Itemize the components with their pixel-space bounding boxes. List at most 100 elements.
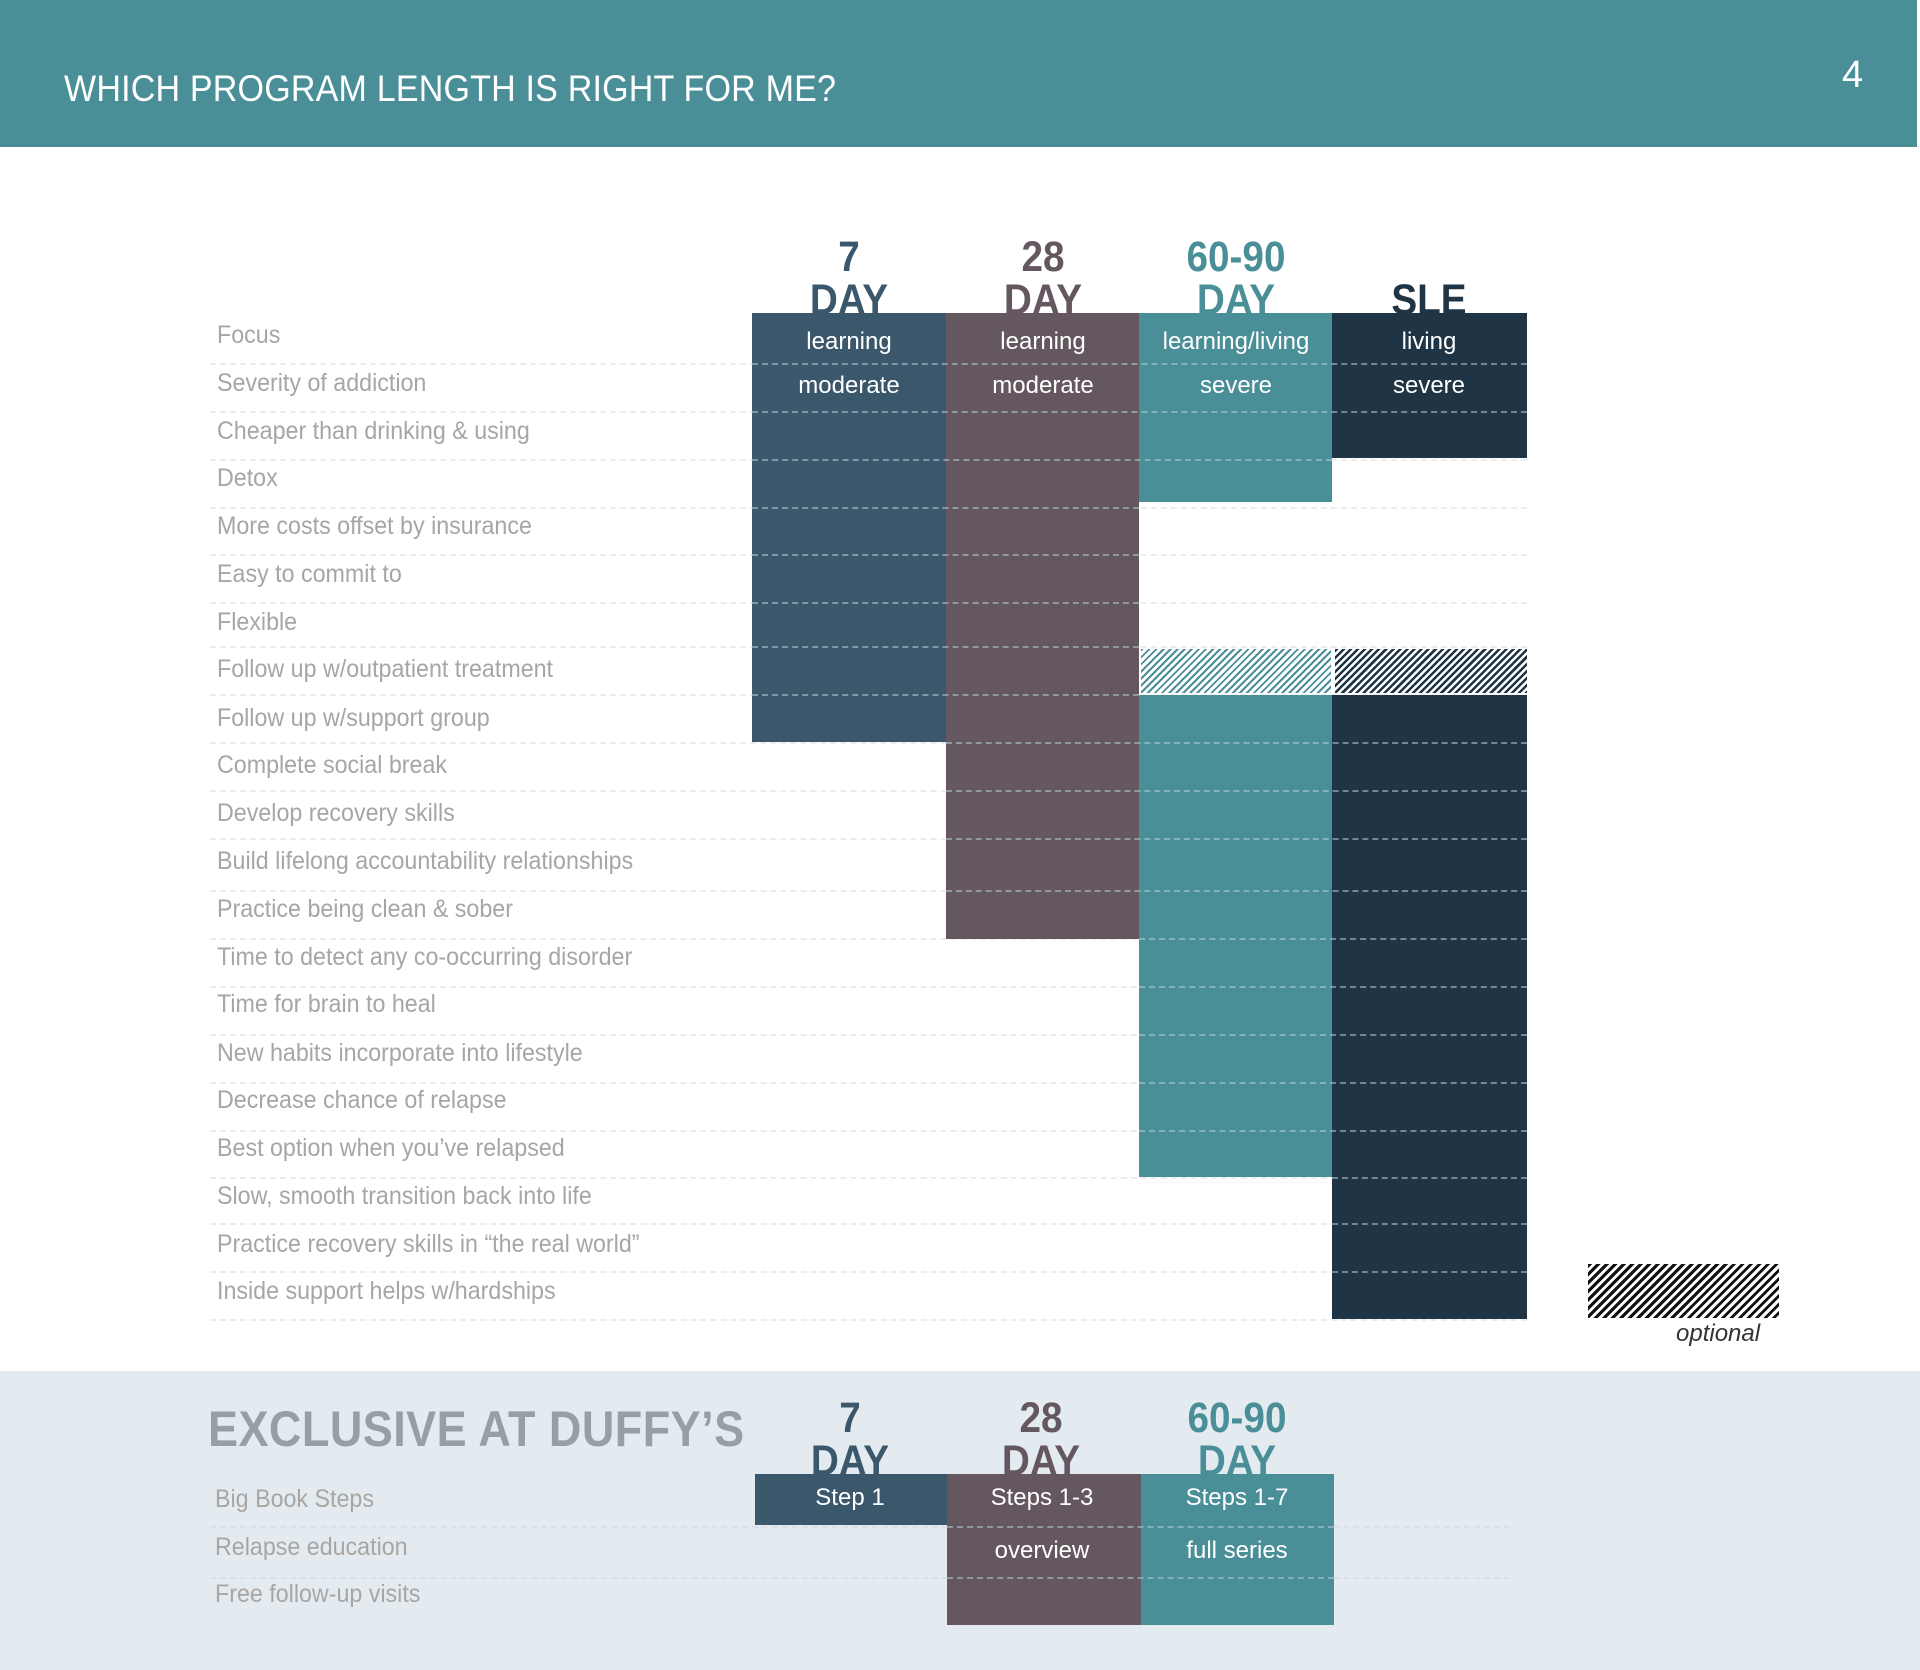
exclusive-column-header-60-90-day: 60-90 DAY xyxy=(1140,1397,1334,1483)
row-separator xyxy=(210,1271,1527,1273)
cell-big-book-28-day: Steps 1-3 xyxy=(990,1484,1094,1511)
row-separator xyxy=(210,1130,1527,1132)
column-unit: DAY xyxy=(1197,1437,1277,1485)
row-separator xyxy=(210,986,1527,988)
cell-relapse-28-day: overview xyxy=(994,1537,1090,1564)
column-unit: SLE xyxy=(1391,276,1467,324)
row-label: Focus xyxy=(217,321,281,349)
row-separator xyxy=(210,890,1527,892)
legend-optional-label: optional xyxy=(1676,1320,1761,1347)
exclusive-column-header-28-day: 28 DAY xyxy=(944,1397,1138,1483)
cell-focus-sle: living xyxy=(1401,328,1457,355)
row-label: Best option when you’ve relapsed xyxy=(217,1134,565,1162)
exclusive-bar-7-day xyxy=(755,1474,947,1525)
bar-dash xyxy=(752,602,1139,604)
column-number: 28 xyxy=(1019,1394,1063,1442)
column-number: 7 xyxy=(838,233,860,281)
exclusive-bar-60-90-day xyxy=(1141,1474,1334,1625)
bar-7-day xyxy=(752,313,946,742)
bar-dash xyxy=(1332,1271,1527,1273)
bar-dash xyxy=(752,507,1139,509)
bar-dash xyxy=(1139,986,1527,988)
row-label: Easy to commit to xyxy=(217,560,402,588)
column-unit: DAY xyxy=(1001,1437,1081,1485)
cell-severity-7-day: moderate xyxy=(798,372,900,399)
row-label: Inside support helps w/hardships xyxy=(217,1277,556,1305)
column-number: 60-90 xyxy=(1187,1394,1287,1442)
row-label: Practice recovery skills in “the real wo… xyxy=(217,1230,640,1258)
bar-sle-optional xyxy=(1335,649,1527,693)
cell-severity-sle: severe xyxy=(1392,372,1466,399)
bar-60-90-day-optional xyxy=(1141,649,1331,693)
row-separator xyxy=(210,1319,1527,1321)
row-separator xyxy=(210,1034,1527,1036)
bar-dash xyxy=(752,363,1527,365)
row-separator xyxy=(210,742,1527,744)
cell-big-book-7-day: Step 1 xyxy=(815,1484,885,1511)
bar-sle-top xyxy=(1332,313,1527,458)
row-label: Follow up w/support group xyxy=(217,704,490,732)
row-separator xyxy=(210,1082,1527,1084)
column-header-7-day: 7 DAY xyxy=(752,236,946,322)
row-separator xyxy=(210,790,1527,792)
row-label: Build lifelong accountability relationsh… xyxy=(217,847,634,875)
exclusive-bar-28-day xyxy=(947,1474,1141,1625)
row-label: Decrease chance of relapse xyxy=(217,1086,507,1114)
bar-60-90-day-top xyxy=(1139,313,1332,502)
cell-focus-60-90-day: learning/living xyxy=(1162,328,1310,355)
cell-focus-7-day: learning xyxy=(806,328,892,355)
legend-optional-swatch xyxy=(1588,1264,1779,1318)
bar-dash xyxy=(752,646,1139,648)
column-number: 60-90 xyxy=(1186,233,1286,281)
row-label: Cheaper than drinking & using xyxy=(217,417,530,445)
row-label: Time to detect any co-occurring disorder xyxy=(217,943,633,971)
row-label: Severity of addiction xyxy=(217,369,427,397)
bar-28-day xyxy=(946,313,1139,939)
row-label: Complete social break xyxy=(217,751,448,779)
column-header-sle: SLE xyxy=(1332,279,1526,322)
column-header-28-day: 28 DAY xyxy=(946,236,1140,322)
bar-dash xyxy=(947,1577,1334,1579)
row-separator xyxy=(210,1223,1527,1225)
bar-dash xyxy=(1332,1223,1527,1225)
row-label: Develop recovery skills xyxy=(217,799,455,827)
bar-dash xyxy=(1139,1082,1527,1084)
row-label: New habits incorporate into lifestyle xyxy=(217,1039,583,1067)
row-separator xyxy=(210,938,1527,940)
column-number: 28 xyxy=(1021,233,1065,281)
exclusive-row-label: Big Book Steps xyxy=(215,1485,374,1513)
column-unit: DAY xyxy=(1003,276,1083,324)
exclusive-row-label: Relapse education xyxy=(215,1533,408,1561)
column-unit: DAY xyxy=(809,276,889,324)
row-separator xyxy=(210,838,1527,840)
bar-dash xyxy=(946,742,1527,744)
cell-relapse-60-90-day: full series xyxy=(1186,1537,1288,1564)
column-unit: DAY xyxy=(1196,276,1276,324)
bar-dash xyxy=(947,1526,1334,1528)
bar-dash xyxy=(946,890,1527,892)
bar-dash xyxy=(946,838,1527,840)
row-label: Flexible xyxy=(217,608,298,636)
row-label: Practice being clean & sober xyxy=(217,895,513,923)
column-unit: DAY xyxy=(810,1437,890,1485)
column-header-60-90-day: 60-90 DAY xyxy=(1139,236,1333,322)
row-separator xyxy=(210,1526,1510,1528)
bar-sle-bottom xyxy=(1332,695,1527,1319)
exclusive-row-label: Free follow-up visits xyxy=(215,1580,421,1608)
row-label: Time for brain to heal xyxy=(217,990,436,1018)
cell-big-book-60-90-day: Steps 1-7 xyxy=(1185,1484,1289,1511)
row-label: Detox xyxy=(217,464,278,492)
bar-dash xyxy=(752,411,1527,413)
cell-focus-28-day: learning xyxy=(1000,328,1086,355)
bar-dash xyxy=(752,554,1139,556)
page-title: WHICH PROGRAM LENGTH IS RIGHT FOR ME? xyxy=(64,68,837,109)
row-separator xyxy=(210,1577,1510,1579)
column-number: 7 xyxy=(839,1394,861,1442)
bar-60-90-day-bottom xyxy=(1139,695,1332,1177)
page-number: 4 xyxy=(1842,54,1864,96)
bar-dash xyxy=(1332,1177,1527,1179)
row-separator xyxy=(210,1177,1527,1179)
row-label: Slow, smooth transition back into life xyxy=(217,1182,592,1210)
row-label: Follow up w/outpatient treatment xyxy=(217,655,554,683)
bar-dash xyxy=(1139,938,1527,940)
